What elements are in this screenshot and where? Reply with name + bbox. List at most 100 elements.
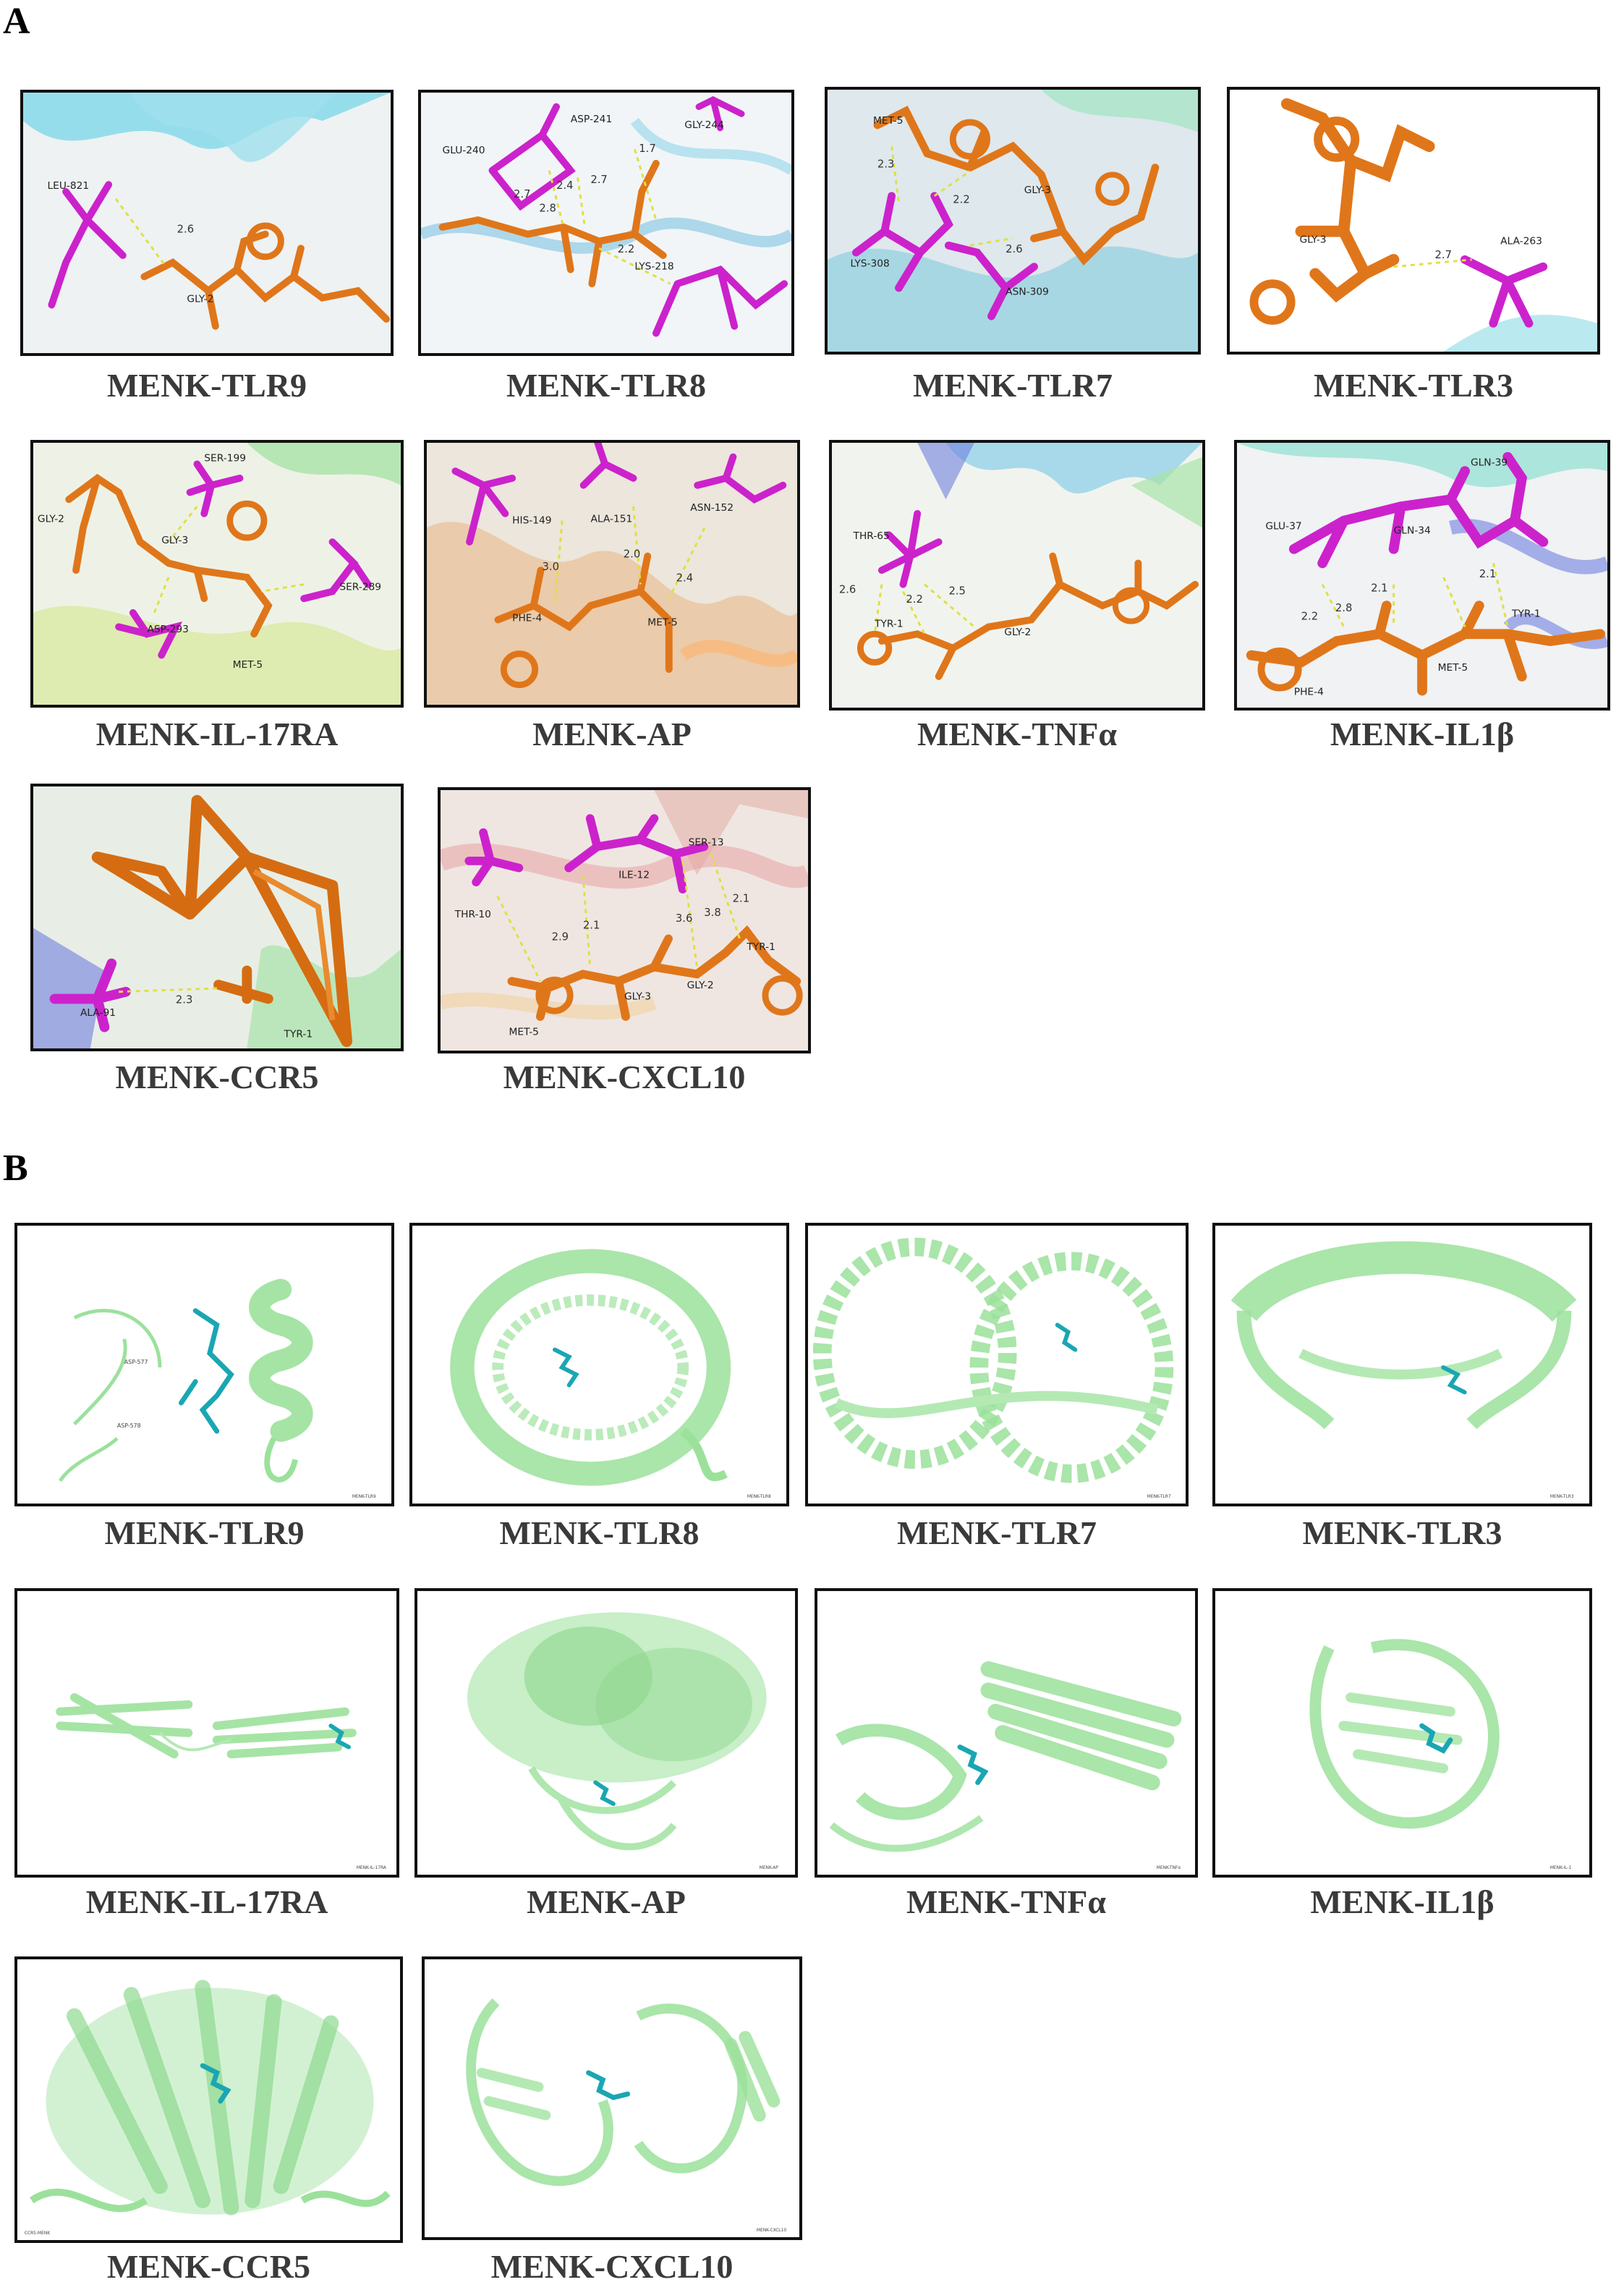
scene-tag: MENK-IL-17RA — [357, 1866, 386, 1870]
residue-label: MET-5 — [1438, 662, 1468, 674]
docking-closeup-il17ra: SER-199 GLY-2 GLY-3 SER-289 ASP-293 MET-… — [30, 440, 404, 708]
residue-label: ILE-12 — [618, 869, 650, 881]
distance-label: 2.8 — [539, 202, 556, 214]
distance-label: 2.2 — [618, 243, 634, 255]
distance-label: 2.3 — [877, 158, 894, 171]
distance-label: 2.6 — [177, 224, 194, 236]
residue-label: PHE-4 — [1294, 686, 1324, 697]
scene-tag: MENK-TLR8 — [747, 1495, 771, 1499]
residue-label: SER-13 — [689, 836, 724, 848]
docking-overview-ccr5: CCR5-MENK — [14, 1956, 403, 2243]
residue-label-small: ASP-577 — [124, 1359, 148, 1365]
docking-overview-tnfa: MENK-TNFα — [815, 1588, 1198, 1878]
caption-b-tnfa: MENK-TNFα — [906, 1883, 1107, 1920]
scene-tag: MENK-CXCL10 — [757, 2228, 786, 2233]
distance-label: 3.6 — [676, 912, 692, 925]
residue-label: THR-10 — [454, 909, 491, 920]
distance-label: 3.8 — [704, 907, 720, 919]
distance-label: 2.9 — [552, 930, 569, 943]
docking-closeup-cxcl10: SER-13 ILE-12 THR-10 TYR-1 MET-5 GLY-3 G… — [438, 787, 811, 1053]
distance-label: 2.3 — [176, 993, 192, 1006]
residue-label: GLY-3 — [1299, 234, 1326, 245]
residue-label: MET-5 — [233, 659, 263, 671]
residue-label: MET-5 — [509, 1027, 539, 1038]
docking-closeup-tlr7: MET-5 GLY-3 LYS-308 ASN-309 2.3 2.2 2.6 — [825, 87, 1201, 355]
distance-label: 2.7 — [590, 174, 607, 186]
caption-a-il17ra: MENK-IL-17RA — [95, 716, 339, 752]
scene-tag: MENK-TLR3 — [1550, 1495, 1574, 1499]
scene-tag: CCR5-MENK — [25, 2231, 50, 2236]
docking-overview-tlr9: ASP-577 ASP-578 MENK-TLR9 — [14, 1223, 394, 1506]
caption-a-tnfa: MENK-TNFα — [917, 716, 1118, 752]
docking-closeup-ap: HIS-149 ALA-151 ASN-152 PHE-4 MET-5 3.0 … — [424, 440, 800, 708]
residue-label: SER-199 — [204, 452, 246, 464]
distance-label: 2.1 — [1479, 568, 1496, 580]
residue-label: LEU-821 — [47, 180, 89, 192]
distance-label: 2.4 — [676, 572, 693, 585]
residue-label: ASP-241 — [571, 114, 612, 125]
docking-overview-ap: MENK-AP — [414, 1588, 798, 1878]
scene-tag: MENK-TNFα — [1157, 1866, 1181, 1870]
residue-label: TYR-1 — [284, 1028, 313, 1040]
caption-a-cxcl10: MENK-CXCL10 — [503, 1059, 746, 1095]
residue-label: GLY-2 — [687, 980, 714, 991]
scene-tag: MENK-TLR9 — [352, 1495, 376, 1499]
caption-b-tlr9: MENK-TLR9 — [104, 1514, 305, 1551]
docking-overview-tlr3: MENK-TLR3 — [1212, 1223, 1592, 1506]
residue-label: ASN-152 — [690, 502, 734, 514]
distance-label: 2.2 — [1301, 611, 1318, 623]
residue-label-small: ASP-578 — [117, 1422, 141, 1429]
residue-label: LYS-308 — [851, 258, 890, 270]
residue-label: MET-5 — [873, 115, 903, 127]
distance-label: 2.2 — [953, 194, 969, 206]
residue-label: GLY-2 — [38, 514, 64, 525]
residue-label: GLY-244 — [684, 119, 724, 131]
docking-closeup-tlr3: GLY-3 ALA-263 2.7 — [1227, 87, 1600, 355]
docking-closeup-tnfa: THR-65 TYR-1 GLY-2 2.6 2.2 2.5 — [829, 440, 1205, 711]
scene-tag: MENK-IL-1 — [1550, 1866, 1572, 1870]
distance-label: 2.7 — [514, 188, 530, 200]
distance-label: 1.7 — [639, 143, 655, 155]
residue-label: ASP-293 — [148, 624, 189, 635]
residue-label: HIS-149 — [512, 515, 551, 527]
caption-a-tlr8: MENK-TLR8 — [506, 367, 706, 404]
distance-label: 2.5 — [948, 585, 965, 597]
distance-label: 2.7 — [1435, 249, 1452, 261]
residue-label: GLY-3 — [1024, 185, 1051, 196]
residue-label: THR-65 — [853, 530, 890, 542]
caption-b-ap: MENK-AP — [527, 1883, 686, 1920]
residue-label: GLU-37 — [1265, 520, 1301, 532]
distance-label: 2.6 — [1006, 243, 1022, 255]
docking-overview-tlr8: MENK-TLR8 — [409, 1223, 789, 1506]
residue-label: ASN-309 — [1006, 287, 1049, 298]
panel-label-a: A — [3, 1, 30, 42]
caption-b-tlr7: MENK-TLR7 — [897, 1514, 1097, 1551]
panel-label-b: B — [3, 1148, 28, 1189]
docking-overview-tlr7: MENK-TLR7 — [805, 1223, 1189, 1506]
caption-b-il17ra: MENK-IL-17RA — [85, 1883, 328, 1920]
docking-closeup-tlr9: LEU-821 GLY-2 2.6 — [20, 90, 394, 356]
residue-label: GLY-3 — [624, 991, 651, 1003]
residue-label: GLY-2 — [187, 294, 213, 305]
caption-a-tlr3: MENK-TLR3 — [1314, 367, 1513, 404]
distance-label: 2.1 — [583, 920, 600, 932]
docking-closeup-ccr5: ALA-91 TYR-1 2.3 — [30, 784, 404, 1051]
residue-label: SER-289 — [339, 582, 381, 593]
distance-label: 2.0 — [624, 548, 640, 561]
residue-label: GLY-2 — [1004, 627, 1031, 638]
residue-label: GLY-3 — [161, 535, 188, 546]
caption-b-cxcl10: MENK-CXCL10 — [490, 2248, 734, 2285]
caption-a-ap: MENK-AP — [532, 716, 692, 752]
caption-b-tlr3: MENK-TLR3 — [1302, 1514, 1502, 1551]
caption-b-il1b: MENK-IL1β — [1310, 1883, 1495, 1920]
residue-label: GLN-34 — [1394, 525, 1431, 536]
residue-label: GLN-39 — [1471, 457, 1508, 468]
scene-tag: MENK-AP — [760, 1866, 778, 1870]
residue-label: TYR-1 — [746, 941, 775, 953]
caption-a-il1b: MENK-IL1β — [1330, 716, 1515, 752]
distance-label: 3.0 — [543, 561, 559, 573]
residue-label: ALA-263 — [1500, 235, 1542, 247]
distance-label: 2.1 — [733, 893, 749, 905]
distance-label: 2.4 — [556, 179, 573, 192]
docking-closeup-il1b: GLN-39 GLU-37 GLN-34 TYR-1 MET-5 PHE-4 2… — [1234, 440, 1610, 711]
